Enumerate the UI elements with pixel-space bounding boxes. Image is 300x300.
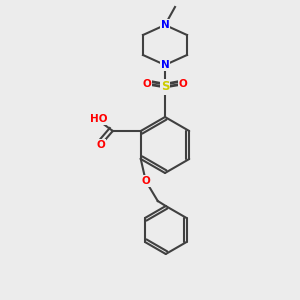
Text: O: O [96,140,105,150]
Text: N: N [160,60,169,70]
Text: N: N [160,20,169,30]
Text: O: O [178,79,188,89]
Text: S: S [161,80,169,94]
Text: O: O [141,176,150,186]
Text: O: O [142,79,152,89]
Text: HO: HO [90,114,107,124]
